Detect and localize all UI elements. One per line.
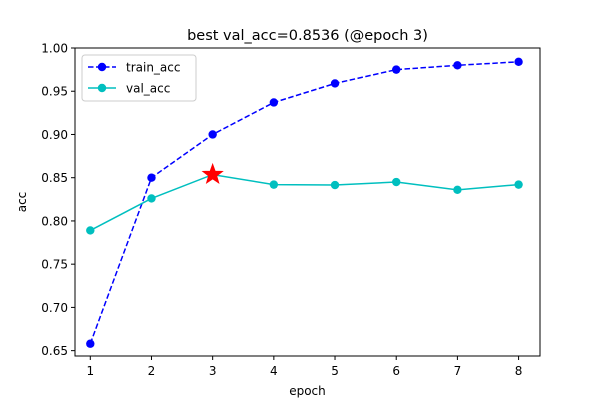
data-point-train_acc-2: [208, 130, 217, 139]
y-tick-label-0.90: 0.90: [41, 128, 68, 142]
y-tick-label-0.80: 0.80: [41, 214, 68, 228]
x-tick-label-7: 7: [454, 364, 462, 378]
plot-area: [86, 57, 523, 348]
x-tick-label-1: 1: [86, 364, 94, 378]
data-point-val_acc-7: [514, 180, 523, 189]
y-tick-label-0.65: 0.65: [41, 344, 68, 358]
data-point-val_acc-1: [147, 194, 156, 203]
x-tick-label-5: 5: [331, 364, 339, 378]
data-point-val_acc-0: [86, 226, 95, 235]
legend-label-train_acc: train_acc: [126, 61, 180, 75]
data-point-val_acc-5: [392, 177, 401, 187]
x-tick-label-4: 4: [270, 364, 278, 378]
legend-marker-train_acc: [97, 62, 107, 72]
series-line-val_acc: [89, 173, 519, 232]
y-tick-label-0.75: 0.75: [41, 258, 68, 272]
axes-frame: [74, 47, 541, 357]
best-epoch-star-marker: [201, 162, 224, 185]
legend-box: [81, 54, 197, 102]
y-tick-label-1.00: 1.00: [41, 42, 68, 56]
y-tick-label-0.85: 0.85: [41, 171, 68, 185]
data-point-train_acc-4: [330, 79, 340, 88]
data-point-val_acc-6: [453, 185, 462, 195]
data-point-val_acc-3: [269, 180, 279, 189]
legend-marker-val_acc: [97, 83, 107, 93]
x-tick-label-6: 6: [392, 364, 400, 378]
y-axis-label: acc: [15, 192, 29, 213]
x-axis-label: epoch: [289, 384, 326, 398]
axes: 1 2 3 4 5 6 7 8 0.65 0.70 0.75 0.80 0.85 0.90 0.95 1.00: [41, 42, 541, 378]
x-tick-label-8: 8: [515, 364, 523, 378]
y-tick-label-0.70: 0.70: [41, 301, 68, 315]
y-tick-label-0.95: 0.95: [41, 85, 68, 99]
chart-title: best val_acc=0.8536 (@epoch 3): [187, 28, 428, 44]
data-point-train_acc-5: [392, 65, 401, 74]
data-point-train_acc-7: [514, 57, 523, 67]
data-point-train_acc-6: [453, 61, 462, 70]
data-point-val_acc-4: [330, 180, 340, 190]
series-line-train_acc: [89, 61, 519, 344]
legend: train_acc val_acc: [81, 54, 197, 102]
x-tick-label-3: 3: [209, 364, 217, 378]
x-tick-label-2: 2: [148, 364, 156, 378]
data-point-train_acc-0: [86, 339, 95, 348]
data-point-train_acc-1: [147, 173, 156, 182]
legend-label-val_acc: val_acc: [126, 82, 170, 96]
data-point-train_acc-3: [269, 98, 279, 107]
